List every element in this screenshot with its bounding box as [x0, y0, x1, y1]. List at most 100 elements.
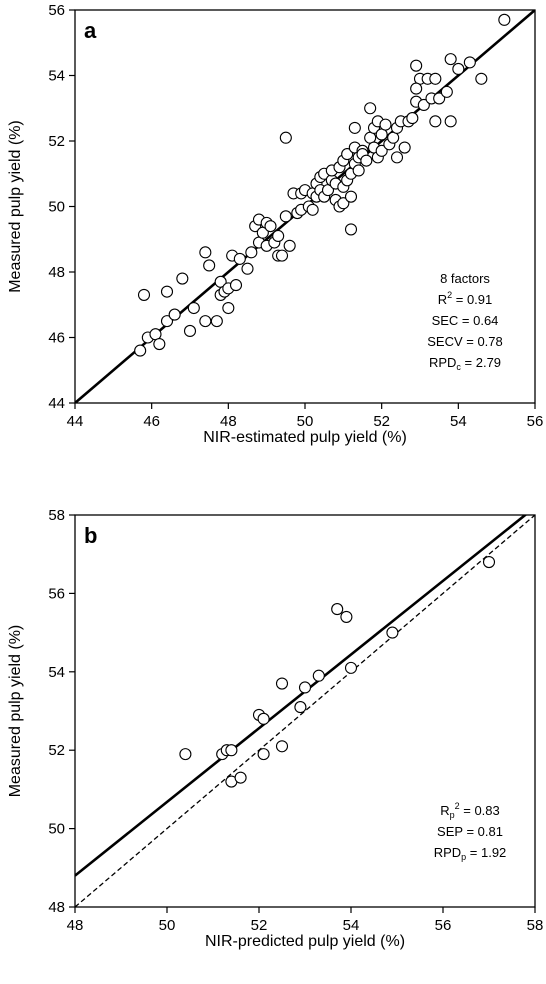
- data-point: [275, 677, 289, 690]
- data-point: [375, 144, 388, 157]
- data-point: [283, 239, 296, 252]
- data-point: [331, 603, 344, 616]
- panel-a: 44 46 48 50 52 54 56 44 46 48 50 52 54 56 NIR-estimate…: [7, 2, 543, 446]
- data-point: [168, 308, 181, 321]
- data-point: [210, 315, 223, 328]
- x-tick-label: 44: [67, 413, 84, 430]
- data-point: [245, 246, 258, 259]
- data-point: [360, 154, 373, 167]
- y-tick-label: 52: [48, 133, 65, 150]
- data-point: [417, 98, 430, 112]
- data-point: [183, 324, 197, 338]
- x-axis-title: NIR-estimated pulp yield (%): [203, 429, 407, 446]
- data-point: [264, 220, 277, 233]
- data-point: [279, 131, 292, 144]
- data-point: [444, 53, 457, 66]
- data-point: [176, 272, 189, 285]
- data-point: [410, 82, 423, 95]
- data-point: [344, 223, 358, 236]
- data-point: [298, 681, 312, 694]
- y-tick-label: 54: [48, 68, 65, 85]
- data-point: [498, 13, 511, 26]
- data-point: [257, 748, 270, 761]
- y-tick-label: 46: [48, 330, 65, 347]
- y-tick-label: 58: [48, 507, 65, 524]
- data-point: [463, 56, 476, 69]
- data-point: [429, 115, 442, 128]
- data-point: [312, 669, 325, 682]
- y-tick-label: 54: [48, 664, 65, 681]
- x-tick-label: 48: [220, 413, 237, 430]
- stat-line: Rp2 = 0.83: [440, 801, 500, 820]
- x-axis-title: NIR-predicted pulp yield (%): [205, 933, 405, 950]
- y-tick-label: 44: [48, 395, 65, 412]
- data-point: [187, 301, 200, 315]
- x-tick-label: 48: [67, 917, 84, 934]
- data-point: [241, 262, 254, 275]
- data-point: [234, 771, 247, 784]
- x-tick-label: 46: [143, 413, 160, 430]
- data-point: [229, 279, 243, 292]
- data-point: [340, 610, 353, 623]
- x-tick-label: 54: [450, 413, 467, 430]
- data-point: [344, 190, 358, 203]
- data-point: [398, 141, 411, 154]
- y-tick-label: 50: [48, 199, 65, 216]
- data-point: [134, 344, 147, 357]
- y-tick-label: 52: [48, 742, 65, 759]
- data-point: [179, 748, 192, 761]
- data-point: [386, 626, 399, 639]
- data-point: [160, 285, 174, 298]
- x-tick-label: 50: [297, 413, 314, 430]
- data-point: [199, 246, 212, 259]
- panel-b: 48 50 52 54 56 58 48 50 52 54 56 58 NIR-predicted pu…: [7, 507, 543, 950]
- y-axis-title: Measured pulp yield (%): [7, 120, 24, 293]
- x-tick-label: 52: [251, 917, 268, 934]
- data-point: [410, 59, 423, 72]
- data-point: [160, 315, 174, 328]
- x-tick-label: 54: [343, 917, 360, 934]
- data-point: [222, 301, 235, 315]
- stat-line: RPDc = 2.79: [429, 355, 501, 372]
- data-point: [344, 661, 358, 674]
- data-point: [199, 315, 212, 328]
- data-point: [379, 118, 392, 131]
- x-tick-label: 52: [373, 413, 390, 430]
- data-point: [482, 555, 496, 569]
- data-point: [137, 288, 151, 301]
- data-point: [341, 148, 354, 161]
- x-tick-label: 58: [527, 917, 544, 934]
- y-tick-label: 48: [48, 899, 65, 916]
- stat-line: RPDp = 1.92: [434, 845, 507, 862]
- data-point: [275, 249, 289, 262]
- data-point: [348, 121, 361, 134]
- data-point: [233, 252, 246, 265]
- data-point: [352, 164, 365, 177]
- x-tick-label: 56: [435, 917, 452, 934]
- data-point: [406, 112, 419, 125]
- data-point: [275, 740, 289, 753]
- stat-line: 8 factors: [440, 271, 490, 286]
- data-point: [444, 115, 457, 128]
- panel-letter: b: [84, 523, 97, 548]
- data-point: [306, 203, 319, 216]
- data-point: [475, 72, 488, 85]
- data-point: [337, 197, 350, 210]
- data-point: [440, 85, 453, 98]
- plot-frame: [74, 514, 536, 908]
- stat-line: SECV = 0.78: [427, 334, 503, 349]
- y-tick-label: 48: [48, 264, 65, 281]
- y-tick-label: 56: [48, 2, 65, 19]
- identity-line-dashed: [75, 515, 535, 907]
- x-tick-label: 56: [527, 413, 544, 430]
- data-point: [153, 337, 166, 351]
- data-point: [390, 151, 404, 164]
- data-point: [294, 701, 307, 714]
- data-point: [452, 62, 465, 75]
- panel-letter: a: [84, 18, 97, 43]
- y-tick-label: 56: [48, 585, 65, 602]
- stat-line: SEP = 0.81: [437, 824, 503, 839]
- data-point: [279, 210, 292, 223]
- data-point: [364, 102, 377, 115]
